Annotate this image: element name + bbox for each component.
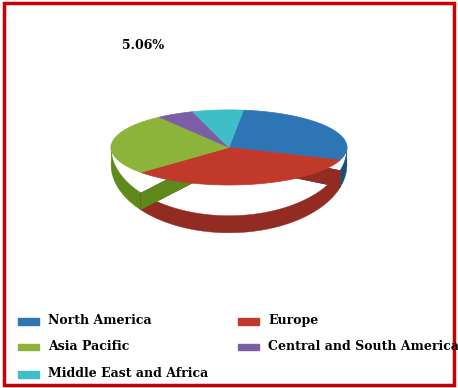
Text: Central and South America: Central and South America	[268, 340, 458, 353]
Polygon shape	[229, 147, 340, 187]
Polygon shape	[340, 145, 347, 187]
Polygon shape	[141, 147, 229, 210]
Polygon shape	[111, 144, 141, 210]
Polygon shape	[141, 147, 229, 210]
Bar	[18, 371, 39, 378]
Text: 5.06%: 5.06%	[122, 38, 164, 52]
Text: Europe: Europe	[268, 314, 318, 327]
Polygon shape	[141, 147, 340, 185]
Bar	[238, 344, 259, 350]
Polygon shape	[229, 147, 340, 187]
Text: Middle East and Africa: Middle East and Africa	[48, 367, 208, 380]
Text: Asia Pacific: Asia Pacific	[48, 340, 130, 353]
Polygon shape	[192, 110, 243, 147]
Polygon shape	[141, 170, 340, 233]
Bar	[18, 318, 39, 325]
Polygon shape	[229, 110, 347, 160]
Polygon shape	[111, 117, 229, 172]
Bar	[18, 344, 39, 350]
Text: North America: North America	[48, 314, 152, 327]
Bar	[238, 318, 259, 325]
Polygon shape	[159, 112, 229, 147]
